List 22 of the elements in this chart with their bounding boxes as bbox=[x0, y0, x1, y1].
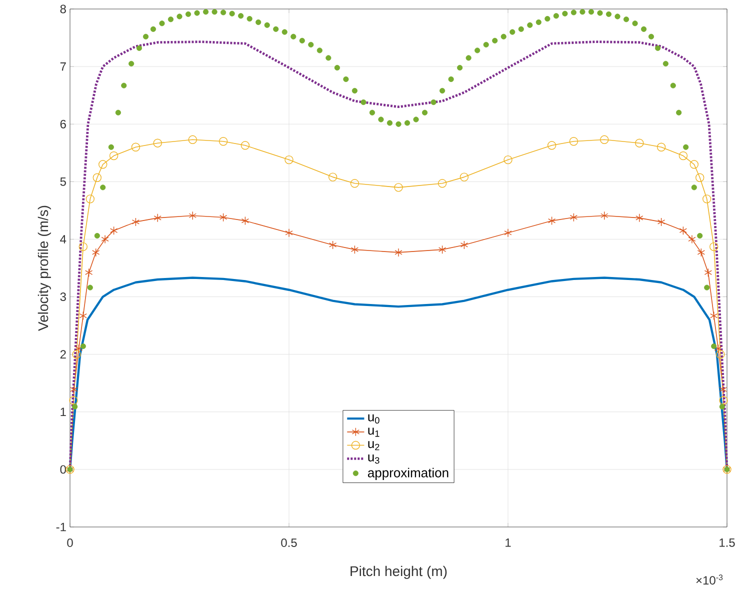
y-tick-label: 8 bbox=[60, 4, 66, 14]
y-tick-label: 6 bbox=[60, 120, 66, 128]
y-tick-label: 2 bbox=[60, 350, 66, 359]
y-tick-label: 5 bbox=[60, 177, 66, 186]
x-tick-label: 0.5 bbox=[281, 538, 297, 548]
legend-label: u$_{0}$ bbox=[368, 414, 380, 424]
legend-label: approximation bbox=[368, 468, 448, 480]
legend-label: u$_{2}$ bbox=[368, 441, 380, 450]
x-tick-label: 1.5 bbox=[720, 538, 735, 547]
text: ×10$^{-3}$ bbox=[696, 574, 723, 585]
x-tick-label: 1 bbox=[506, 538, 511, 547]
y-tick-label: 3 bbox=[60, 292, 66, 302]
y-tick-label: 1 bbox=[60, 408, 66, 416]
x-axis-title: Pitch height (m) bbox=[350, 566, 447, 579]
legend-label: u$_{3}$ bbox=[368, 454, 380, 464]
y-tick-label: 7 bbox=[60, 62, 66, 71]
x-tick-label: 0 bbox=[67, 538, 73, 548]
y-tick-label: -1 bbox=[56, 522, 66, 532]
y-tick-label: 0 bbox=[60, 465, 66, 474]
y-tick-label: 4 bbox=[60, 235, 66, 244]
y-axis-title: Velocity profile (m/s) bbox=[38, 206, 51, 331]
legend-label: u$_{1}$ bbox=[368, 428, 380, 437]
